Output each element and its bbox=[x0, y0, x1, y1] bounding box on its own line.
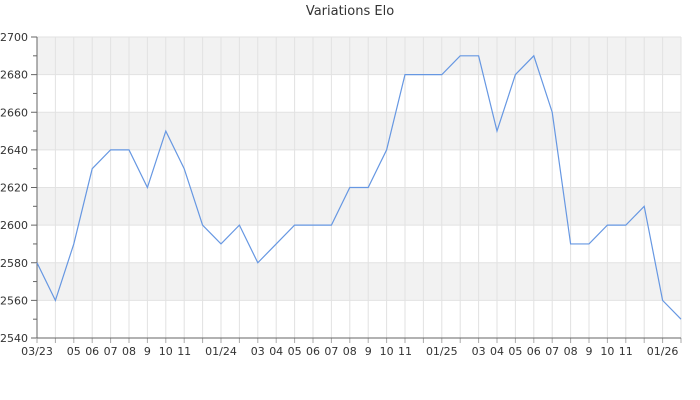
x-tick-label: 01/24 bbox=[205, 345, 237, 358]
y-tick-label: 2700 bbox=[0, 31, 28, 44]
y-tick-label: 2620 bbox=[0, 182, 28, 195]
x-tick-label: 08 bbox=[343, 345, 357, 358]
x-tick-label: 06 bbox=[306, 345, 320, 358]
x-tick-label: 10 bbox=[159, 345, 173, 358]
y-tick-label: 2640 bbox=[0, 144, 28, 157]
x-tick-label: 05 bbox=[67, 345, 81, 358]
x-tick-label: 9 bbox=[586, 345, 593, 358]
x-tick-label: 04 bbox=[269, 345, 283, 358]
x-tick-label: 03 bbox=[251, 345, 265, 358]
x-tick-label: 04 bbox=[490, 345, 504, 358]
y-tick-label: 2580 bbox=[0, 257, 28, 270]
x-tick-label: 08 bbox=[564, 345, 578, 358]
y-tick-label: 2680 bbox=[0, 69, 28, 82]
x-tick-label: 03 bbox=[472, 345, 486, 358]
plot-band bbox=[37, 112, 681, 150]
x-tick-label: 9 bbox=[144, 345, 151, 358]
x-tick-label: 11 bbox=[177, 345, 191, 358]
plot-band bbox=[37, 262, 681, 301]
x-tick-label: 07 bbox=[324, 345, 338, 358]
chart-title: Variations Elo bbox=[305, 4, 395, 19]
x-tick-label: 03/23 bbox=[21, 345, 53, 358]
x-tick-label: 07 bbox=[104, 345, 118, 358]
y-tick-label: 2660 bbox=[0, 106, 28, 119]
y-tick-label: 2540 bbox=[0, 332, 28, 345]
x-tick-label: 11 bbox=[619, 345, 633, 358]
x-tick-label: 05 bbox=[288, 345, 302, 358]
elo-series-line bbox=[36, 54, 682, 320]
plot-band bbox=[37, 187, 681, 226]
x-tick-label: 01/25 bbox=[426, 345, 458, 358]
x-tick-label: 01/26 bbox=[647, 345, 679, 358]
x-tick-label: 05 bbox=[508, 345, 522, 358]
x-tick-label: 07 bbox=[545, 345, 559, 358]
x-tick-label: 9 bbox=[365, 345, 372, 358]
y-tick-label: 2600 bbox=[0, 219, 28, 232]
x-tick-label: 06 bbox=[85, 345, 99, 358]
x-tick-label: 11 bbox=[398, 345, 412, 358]
x-tick-label: 06 bbox=[527, 345, 541, 358]
x-tick-label: 10 bbox=[380, 345, 394, 358]
y-tick-label: 2560 bbox=[0, 294, 28, 307]
x-tick-label: 08 bbox=[122, 345, 136, 358]
x-tick-label: 10 bbox=[600, 345, 614, 358]
plot-band bbox=[37, 37, 681, 75]
